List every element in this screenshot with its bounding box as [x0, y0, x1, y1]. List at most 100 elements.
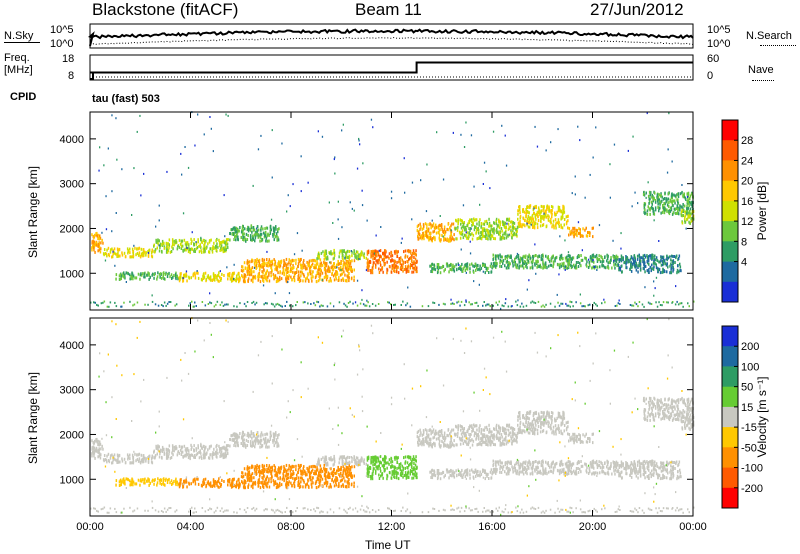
velocity-echo-cell: [248, 476, 250, 480]
velocity-echo-cell: [321, 469, 324, 473]
power-echo-cell: [554, 259, 556, 263]
power-echo-cell: [679, 265, 682, 269]
power-echo-cell: [286, 280, 288, 284]
power-echo-cell: [604, 301, 606, 304]
power-echo-cell: [592, 253, 595, 257]
velocity-echo-cell: [143, 478, 146, 482]
power-echo-cell: [519, 208, 521, 212]
power-echo-cell: [302, 279, 304, 283]
power-echo-cell: [161, 239, 164, 243]
power-echo-cell: [428, 227, 430, 231]
power-echo-cell: [648, 255, 650, 259]
power-echo-cell: [365, 269, 368, 272]
velocity-echo-cell: [268, 439, 270, 443]
power-echo-cell: [396, 270, 398, 274]
power-echo-cell: [308, 264, 311, 268]
power-echo-cell: [476, 237, 478, 241]
power-echo-cell: [251, 270, 253, 274]
velocity-echo-cell: [156, 483, 158, 487]
power-echo-cell: [287, 270, 290, 274]
power-echo-cell: [467, 237, 470, 241]
power-echo-cell: [622, 258, 624, 261]
power-echo-cell: [635, 262, 638, 266]
velocity-echo-cell: [178, 482, 180, 486]
power-echo-cell: [473, 265, 476, 268]
velocity-echo-cell: [337, 465, 339, 469]
power-echo-cell: [651, 257, 653, 260]
velocity-echo-cell: [144, 481, 146, 485]
velocity-echo-cell: [327, 471, 329, 475]
power-echo-cell: [97, 304, 99, 307]
velocity-echo-cell: [160, 482, 163, 486]
power-echo-cell: [545, 215, 548, 219]
power-echo-cell: [543, 215, 546, 219]
power-echo-cell: [450, 302, 452, 305]
power-echo-cell: [335, 266, 337, 269]
power-echo-cell: [240, 269, 243, 273]
power-echo-cell: [646, 254, 648, 258]
power-echo-cell: [501, 259, 503, 263]
power-echo-cell: [402, 300, 404, 303]
power-echo-cell: [261, 263, 263, 266]
velocity-echo-cell: [264, 468, 266, 472]
power-echo-cell: [255, 301, 258, 304]
power-echo-cell: [345, 262, 347, 266]
power-echo-cell: [401, 237, 403, 240]
power-echo-cell: [346, 263, 349, 267]
power-echo-cell: [417, 236, 419, 240]
power-echo-cell: [607, 254, 609, 258]
power-echo-cell: [636, 257, 639, 261]
velocity-echo-cell: [271, 468, 274, 472]
velocity-echo-cell: [254, 445, 256, 449]
power-echo-cell: [362, 303, 365, 306]
power-echo-cell: [250, 224, 253, 228]
power-echo-cell: [139, 114, 141, 117]
power-echo-cell: [273, 277, 275, 281]
power-echo-cell: [133, 244, 135, 247]
velocity-echo-cell: [236, 436, 239, 440]
power-echo-cell: [497, 223, 499, 227]
velocity-echo-cell: [219, 450, 221, 454]
power-echo-cell: [557, 128, 559, 131]
power-echo-cell: [537, 264, 539, 268]
power-echo-cell: [279, 260, 282, 264]
velocity-echo-cell: [293, 485, 296, 489]
power-echo-cell: [163, 246, 166, 250]
power-echo-cell: [317, 254, 319, 258]
power-echo-cell: [409, 256, 411, 260]
power-echo-cell: [91, 240, 93, 244]
power-echo-cell: [432, 301, 434, 304]
velocity-echo-cell: [190, 447, 192, 451]
power-echo-cell: [481, 264, 484, 267]
power-echo-cell: [113, 251, 116, 255]
velocity-echo-cell: [168, 477, 170, 481]
power-echo-cell: [503, 223, 505, 227]
power-echo-cell: [283, 263, 285, 267]
power-echo-cell: [372, 251, 374, 255]
velocity-echo-cell: [247, 483, 250, 487]
velocity-echo-cell: [230, 485, 233, 489]
power-echo-cell: [457, 222, 459, 226]
velocity-echo-cell: [91, 439, 93, 443]
power-echo-cell: [664, 206, 666, 210]
power-echo-cell: [616, 258, 618, 262]
power-echo-cell: [656, 267, 659, 271]
velocity-echo-cell: [235, 483, 238, 486]
power-echo-cell: [546, 208, 548, 211]
power-echo-cell: [663, 259, 666, 263]
power-echo-cell: [653, 212, 656, 216]
power-echo-cell: [656, 259, 659, 263]
power-echo-cell: [529, 204, 532, 208]
velocity-echo-cell: [347, 481, 349, 485]
power-echo-cell: [242, 225, 244, 229]
power-echo-cell: [166, 247, 168, 251]
velocity-echo-cell: [249, 434, 252, 438]
power-echo-cell: [242, 233, 244, 237]
power-echo-cell: [175, 239, 177, 243]
power-echo-cell: [465, 262, 468, 266]
velocity-echo-cell: [95, 438, 97, 442]
power-echo-cell: [197, 238, 199, 242]
velocity-echo-cell: [320, 467, 323, 471]
power-echo-cell: [428, 238, 430, 242]
power-echo-cell: [283, 262, 285, 266]
